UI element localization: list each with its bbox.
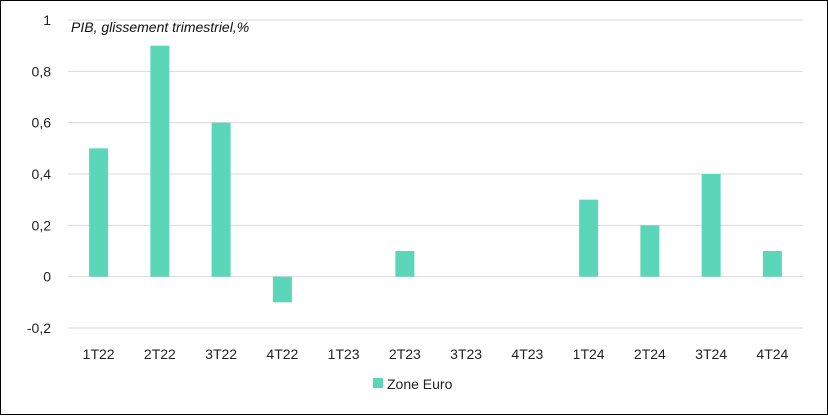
y-tick-label: 0,4 — [32, 166, 52, 182]
x-tick-label: 4T22 — [266, 346, 298, 362]
y-tick-label: 0,6 — [32, 115, 52, 131]
x-tick-label: 4T23 — [511, 346, 543, 362]
x-tick-label: 3T22 — [205, 346, 237, 362]
bar-3t24 — [701, 174, 721, 277]
legend-swatch-zone-euro — [373, 378, 383, 388]
bar-1t22 — [89, 148, 109, 277]
x-tick-label: 2T22 — [144, 346, 176, 362]
x-tick-label: 3T23 — [450, 346, 482, 362]
y-tick-label: 0 — [43, 269, 51, 285]
legend: Zone Euro — [373, 376, 453, 392]
bar-4t24 — [762, 251, 782, 277]
y-axis-ticks: -0,2 0 0,2 0,4 0,6 0,8 1 — [27, 12, 51, 336]
y-tick-label: 0,8 — [32, 63, 52, 79]
x-tick-label: 3T24 — [695, 346, 727, 362]
x-tick-label: 4T24 — [756, 346, 788, 362]
bar-4t22 — [272, 276, 292, 303]
x-tick-label: 1T22 — [83, 346, 115, 362]
y-tick-label: 0,2 — [32, 217, 52, 233]
gridlines — [68, 19, 803, 329]
bar-2t24 — [640, 225, 660, 277]
bar-2t23 — [395, 251, 415, 277]
x-tick-label: 2T24 — [634, 346, 666, 362]
x-tick-label: 1T23 — [328, 346, 360, 362]
x-tick-label: 2T23 — [389, 346, 421, 362]
chart-title: PIB, glissement trimestriel,% — [71, 19, 249, 35]
bar-1t24 — [579, 199, 599, 277]
legend-label-zone-euro: Zone Euro — [387, 376, 453, 392]
x-tick-label: 1T24 — [573, 346, 605, 362]
y-tick-label: -0,2 — [27, 320, 51, 336]
bars — [89, 45, 782, 303]
x-axis-ticks: 1T22 2T22 3T22 4T22 1T23 2T23 3T23 4T23 1T24 2T24… — [83, 346, 789, 362]
bar-3t22 — [211, 122, 231, 277]
y-tick-label: 1 — [43, 12, 51, 28]
bar-2t22 — [150, 45, 170, 277]
